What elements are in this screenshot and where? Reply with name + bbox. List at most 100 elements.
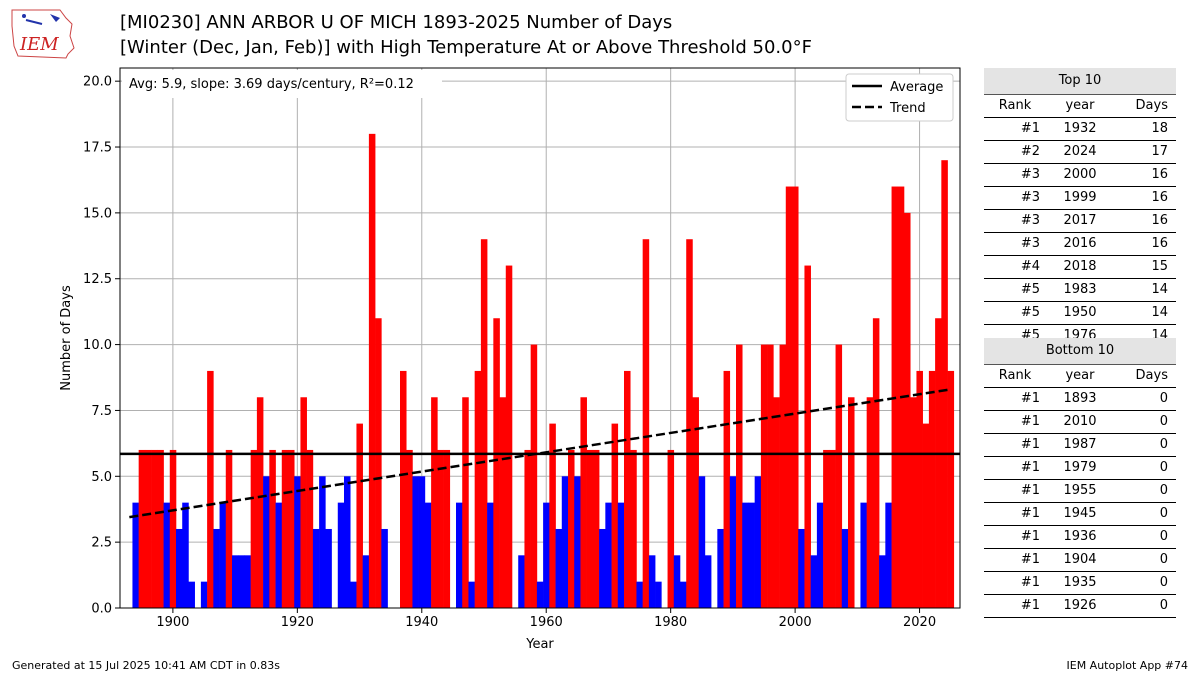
days-cell: 0 [1159, 437, 1168, 452]
bar [219, 502, 227, 608]
bar [574, 476, 581, 608]
bar [617, 502, 625, 608]
bar [667, 449, 675, 608]
year-cell: 2010 [1063, 414, 1097, 429]
bottom10-title: Bottom 10 [984, 338, 1176, 365]
bar [344, 476, 351, 608]
table-row: #1 1893 0 [984, 388, 1176, 411]
iem-logo: IEM [11, 9, 75, 59]
bar [213, 528, 220, 608]
x-axis-label: Year [525, 637, 554, 652]
days-cell: 0 [1159, 460, 1168, 475]
bar [723, 370, 731, 608]
bar [717, 528, 724, 608]
year-cell: 2018 [1063, 259, 1097, 274]
bar [325, 528, 332, 608]
bar [885, 502, 892, 608]
column-year: year [1065, 368, 1095, 383]
days-cell: 17 [1151, 144, 1168, 159]
x-tick-label: 1980 [654, 615, 687, 630]
table-row: #3 1999 16 [984, 187, 1176, 210]
days-cell: 0 [1159, 552, 1168, 567]
bar [493, 318, 500, 608]
bar [760, 344, 768, 608]
table-row: #1 1935 0 [984, 572, 1176, 595]
x-tick-label: 1920 [281, 615, 314, 630]
bar [418, 476, 426, 608]
column-days: Days [1135, 368, 1168, 383]
bar [630, 449, 637, 608]
bar [599, 528, 606, 608]
year-cell: 1904 [1063, 552, 1097, 567]
bar [487, 502, 494, 608]
year-cell: 1983 [1063, 282, 1097, 297]
table-row: #5 1983 14 [984, 279, 1176, 302]
bar [636, 581, 643, 608]
year-cell: 1950 [1063, 305, 1097, 320]
table-row: #1 1936 0 [984, 526, 1176, 549]
bar [138, 449, 146, 608]
year-cell: 2024 [1063, 144, 1097, 159]
rank-cell: #1 [1020, 414, 1040, 429]
bar [480, 239, 488, 608]
bar [592, 449, 600, 608]
svg-text:IEM: IEM [19, 34, 59, 55]
year-cell: 1926 [1063, 598, 1097, 613]
column-rank: Rank [998, 368, 1032, 383]
rank-cell: #1 [1020, 391, 1040, 406]
bar [288, 449, 295, 608]
bar [238, 555, 245, 608]
bar [928, 370, 936, 608]
chart-title-line2: [Winter (Dec, Jan, Feb)] with High Tempe… [120, 37, 812, 58]
chart-title-line1: [MI0230] ANN ARBOR U OF MICH 1893-2025 N… [120, 12, 673, 33]
bar-chart: 1900 1920 1940 1960 1980 2000 2020 0.0 2.5 5.0 7.5… [59, 67, 961, 652]
bar [810, 555, 818, 608]
bar [337, 502, 345, 608]
rank-cell: #1 [1020, 552, 1040, 567]
table-row: #2 2024 17 [984, 141, 1176, 164]
bar [244, 555, 251, 608]
bar [792, 186, 799, 608]
bar [779, 344, 787, 608]
table-row: #1 1955 0 [984, 480, 1176, 503]
x-tick-label: 1900 [156, 615, 189, 630]
days-cell: 0 [1159, 598, 1168, 613]
days-cell: 0 [1159, 391, 1168, 406]
plot-frame [119, 67, 961, 609]
bar [648, 555, 656, 608]
rank-cell: #5 [1020, 305, 1040, 320]
bar [443, 449, 451, 608]
rank-cell: #1 [1020, 483, 1040, 498]
year-cell: 2000 [1063, 167, 1097, 182]
year-cell: 1893 [1063, 391, 1097, 406]
table-row: #1 1926 0 [984, 595, 1176, 618]
table-row: #4 2018 15 [984, 256, 1176, 279]
year-cell: 1935 [1063, 575, 1097, 590]
bar [816, 502, 824, 608]
days-cell: 16 [1151, 236, 1168, 251]
bar [841, 528, 849, 608]
bar [530, 344, 538, 608]
bar [350, 581, 357, 608]
bar [686, 239, 693, 608]
bar [798, 528, 805, 608]
bar [935, 318, 942, 608]
bar [157, 449, 164, 608]
trend-line [129, 388, 951, 519]
bar [381, 528, 388, 608]
bar [188, 581, 195, 608]
bar [804, 265, 811, 608]
bar [182, 502, 189, 608]
bar [375, 318, 382, 608]
x-tick-label: 1960 [530, 615, 563, 630]
y-axis-label: Number of Days [59, 285, 74, 391]
year-cell: 1979 [1063, 460, 1097, 475]
bar [169, 449, 177, 608]
bar [356, 423, 363, 608]
bar [767, 344, 774, 608]
top10-title: Top 10 [984, 68, 1176, 95]
bar [680, 581, 687, 608]
bar [362, 555, 370, 608]
bar [736, 344, 743, 608]
table-row: #3 2000 16 [984, 164, 1176, 187]
